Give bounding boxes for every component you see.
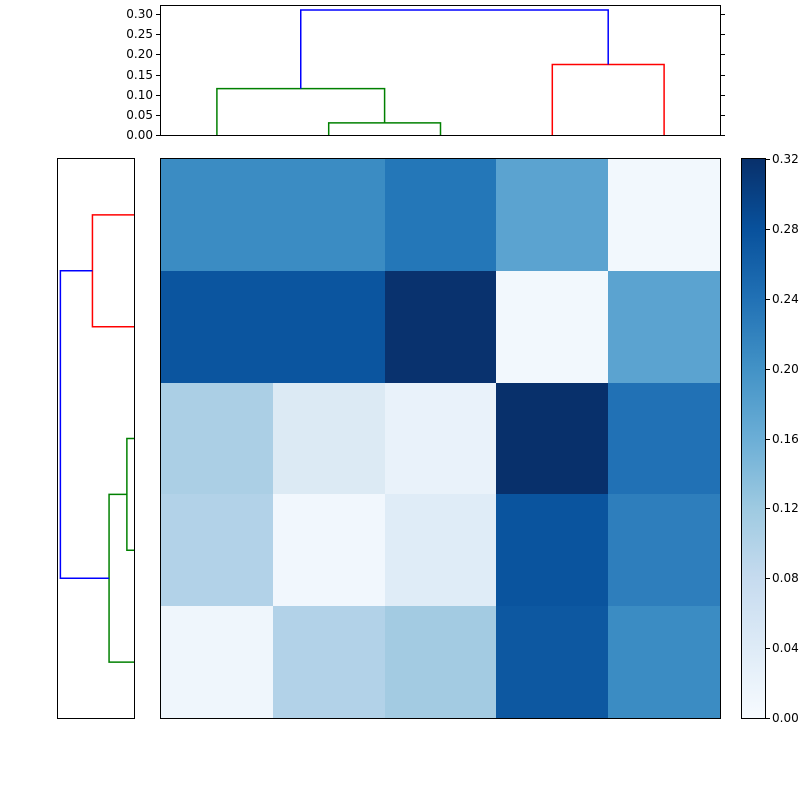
top-axis-tick-label-0.15: 0.15 xyxy=(126,67,153,82)
heatmap-cell-r1-c4 xyxy=(496,159,609,271)
heatmap-cell-r3-c1 xyxy=(161,382,273,495)
column-dendrogram-panel xyxy=(160,5,721,136)
heatmap-cell-r3-c2 xyxy=(272,382,385,495)
top-axis-tick-right-0.20 xyxy=(721,54,725,56)
colorbar-tick-0.24 xyxy=(766,298,770,300)
colorbar-tick-label-0.08: 0.08 xyxy=(772,571,799,586)
heatmap-panel xyxy=(160,158,721,719)
heatmap-cell-r1-c5 xyxy=(608,159,720,271)
heatmap-cell-r4-c2 xyxy=(272,494,385,607)
heatmap-cell-r2-c3 xyxy=(384,270,497,383)
column-dendrogram-link-1 xyxy=(327,122,442,135)
colorbar-tick-label-0.28: 0.28 xyxy=(772,221,799,236)
top-axis-tick-right-0.05 xyxy=(721,114,725,116)
top-axis-tick-right-0.30 xyxy=(721,14,725,16)
top-axis-tick-label-0.00: 0.00 xyxy=(126,128,153,142)
colorbar-tick-label-0.00: 0.00 xyxy=(772,711,799,725)
top-axis-tick-left-0.25 xyxy=(156,34,160,36)
colorbar-tick-0.20 xyxy=(766,368,770,370)
top-axis-tick-label-0.05: 0.05 xyxy=(126,107,153,122)
top-axis-tick-right-0.00 xyxy=(721,135,725,136)
colorbar xyxy=(741,158,766,719)
colorbar-tick-0.32 xyxy=(766,159,770,160)
row-dendrogram-link-3 xyxy=(91,214,134,328)
heatmap-cell-r2-c5 xyxy=(608,270,720,383)
top-axis-tick-label-0.25: 0.25 xyxy=(126,27,153,42)
top-axis-tick-left-0.30 xyxy=(156,14,160,16)
top-axis-tick-label-0.10: 0.10 xyxy=(126,87,153,102)
heatmap-cell-r1-c3 xyxy=(384,159,497,271)
column-dendrogram-link-2 xyxy=(216,87,386,135)
top-axis-tick-left-0.10 xyxy=(156,94,160,96)
column-dendrogram xyxy=(216,9,665,135)
heatmap-cell-r4-c3 xyxy=(384,494,497,607)
colorbar-tick-0.00 xyxy=(766,718,770,719)
column-dendrogram-link-3 xyxy=(551,63,665,135)
heatmap-cell-r4-c5 xyxy=(608,494,720,607)
row-dendrogram-link-4 xyxy=(59,270,110,579)
row-dendrogram xyxy=(59,214,134,663)
colorbar-tick-label-0.04: 0.04 xyxy=(772,641,799,656)
heatmap-cell-r5-c2 xyxy=(272,606,385,718)
heatmap-grid xyxy=(161,159,720,718)
row-dendrogram-link-1 xyxy=(126,437,134,552)
colorbar-tick-label-0.12: 0.12 xyxy=(772,501,799,516)
heatmap-cell-r5-c5 xyxy=(608,606,720,718)
top-axis-tick-right-0.15 xyxy=(721,74,725,76)
colorbar-tick-0.04 xyxy=(766,648,770,650)
top-axis-tick-label-0.30: 0.30 xyxy=(126,7,153,22)
colorbar-tick-label-0.20: 0.20 xyxy=(772,361,799,376)
heatmap-cell-r4-c4 xyxy=(496,494,609,607)
heatmap-cell-r2-c4 xyxy=(496,270,609,383)
top-axis-tick-left-0.15 xyxy=(156,74,160,76)
colorbar-tick-label-0.24: 0.24 xyxy=(772,291,799,306)
top-axis-tick-right-0.10 xyxy=(721,94,725,96)
heatmap-cell-r4-c1 xyxy=(161,494,273,607)
heatmap-cell-r2-c1 xyxy=(161,270,273,383)
top-axis-tick-left-0.05 xyxy=(156,114,160,116)
top-axis-tick-right-0.25 xyxy=(721,34,725,36)
heatmap-cell-r1-c2 xyxy=(272,159,385,271)
colorbar-gradient xyxy=(742,159,765,718)
colorbar-tick-label-0.32: 0.32 xyxy=(772,152,799,166)
colorbar-tick-0.28 xyxy=(766,228,770,230)
heatmap-cell-r2-c2 xyxy=(272,270,385,383)
colorbar-tick-0.16 xyxy=(766,438,770,440)
top-axis-tick-left-0.20 xyxy=(156,54,160,56)
colorbar-tick-0.08 xyxy=(766,578,770,580)
column-dendrogram-link-4 xyxy=(300,9,609,89)
heatmap-cell-r5-c4 xyxy=(496,606,609,718)
top-axis-tick-label-0.20: 0.20 xyxy=(126,47,153,62)
top-axis-tick-left-0.00 xyxy=(156,135,160,136)
colorbar-tick-0.12 xyxy=(766,508,770,510)
heatmap-cell-r3-c4 xyxy=(496,382,609,495)
heatmap-cell-r1-c1 xyxy=(161,159,273,271)
row-dendrogram-link-2 xyxy=(108,493,134,663)
heatmap-cell-r5-c1 xyxy=(161,606,273,718)
row-dendrogram-panel xyxy=(57,158,135,719)
colorbar-tick-label-0.16: 0.16 xyxy=(772,431,799,446)
heatmap-cell-r3-c3 xyxy=(384,382,497,495)
heatmap-cell-r5-c3 xyxy=(384,606,497,718)
heatmap-cell-r3-c5 xyxy=(608,382,720,495)
